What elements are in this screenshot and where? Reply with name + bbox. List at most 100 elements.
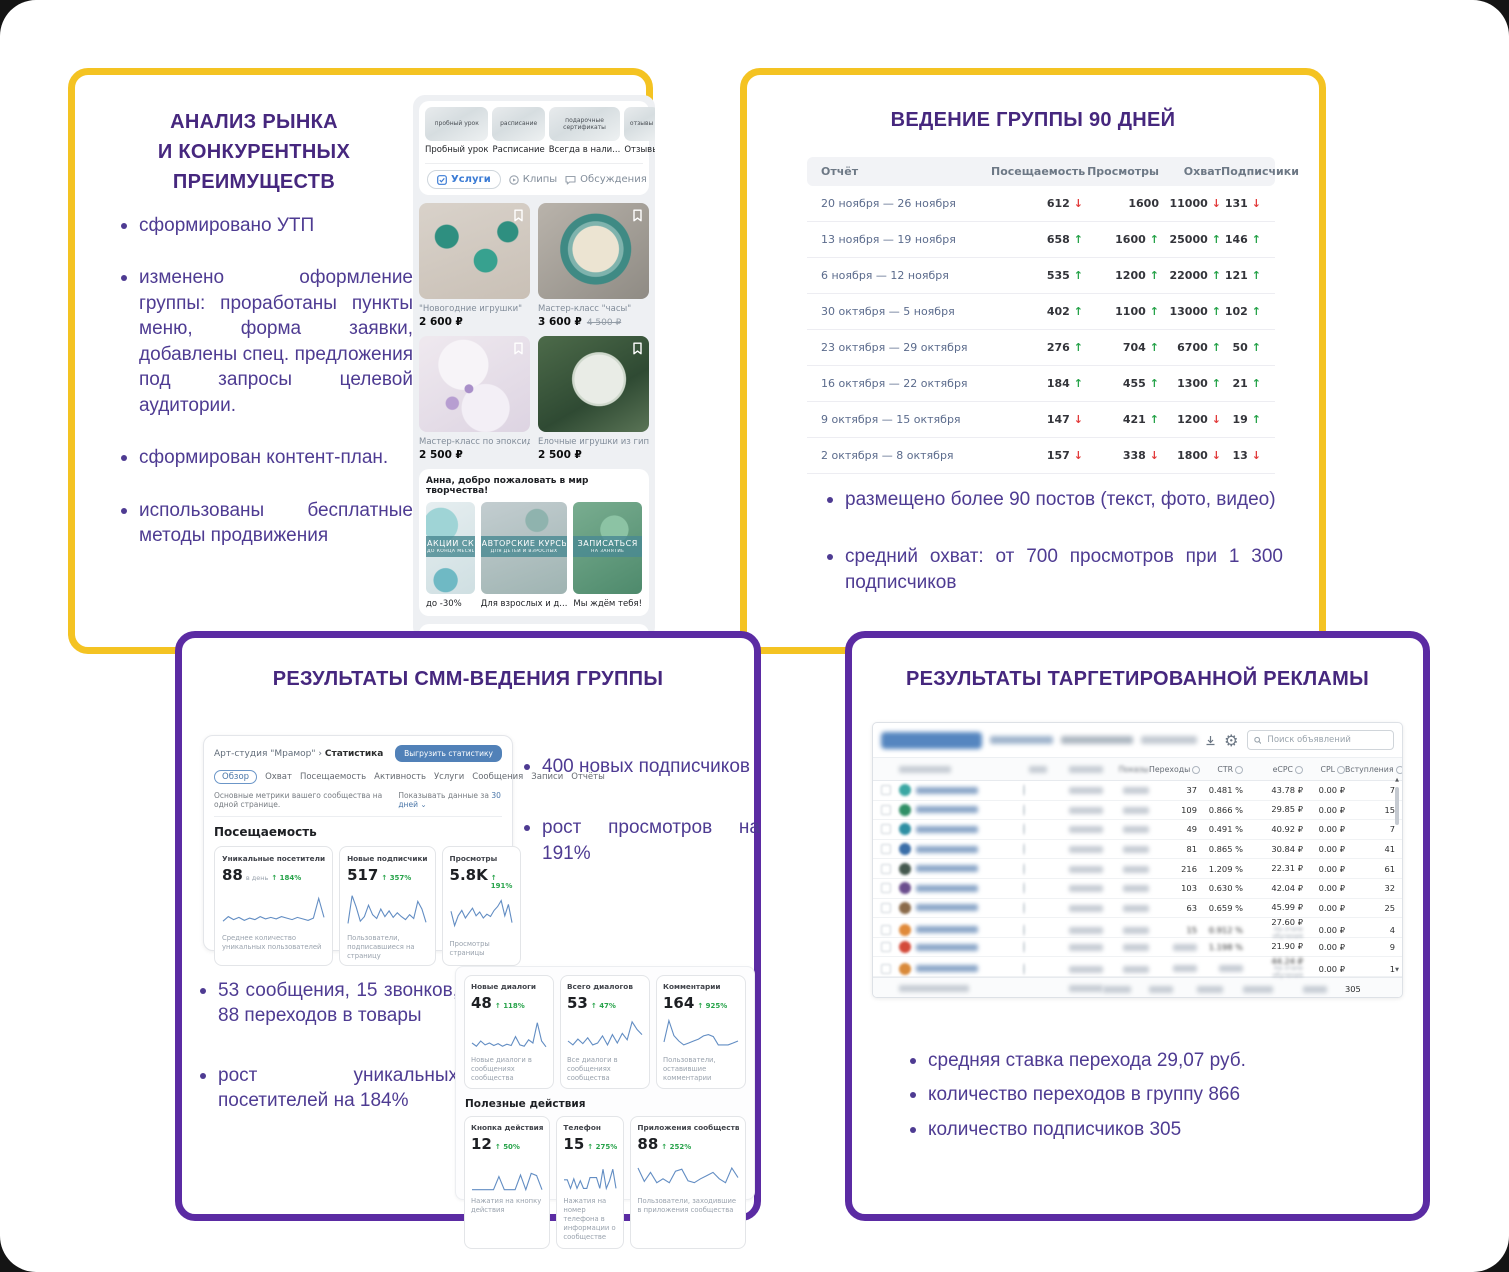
- budget-blurred: [1069, 787, 1103, 795]
- ad-name-cell[interactable]: [899, 862, 1023, 875]
- clicks-value: [1173, 943, 1197, 951]
- vk-product-card[interactable]: "Новогодние игрушки" 2 600 ₽: [419, 203, 530, 328]
- trend-arrow-icon: [1252, 449, 1261, 462]
- ads-table-row[interactable]: 15 0.912 % 27.60 ₽ На этапе обучения 0.0…: [873, 918, 1402, 940]
- ad-status-icon-blurred: [1023, 803, 1025, 816]
- ad-name-cell[interactable]: [899, 823, 1023, 836]
- ecpc-value: 21.90 ₽: [1271, 941, 1303, 952]
- ecpc-value: 29.85 ₽: [1271, 804, 1303, 815]
- ad-name-cell[interactable]: [899, 803, 1023, 816]
- statistics-tab[interactable]: Посещаемость: [299, 772, 367, 782]
- statistics-tab[interactable]: Обзор: [214, 770, 258, 784]
- export-statistics-button[interactable]: Выгрузить статистику: [395, 745, 502, 762]
- ad-name-blurred: [916, 926, 978, 934]
- statistics-tab[interactable]: Отчёты: [571, 772, 605, 782]
- statistics-tab[interactable]: Услуги: [433, 772, 465, 782]
- vk-menu-tile[interactable]: расписание Расписание: [492, 107, 545, 155]
- ads-table-row[interactable]: 49 0.491 % 40.92 ₽ 0.00 ₽ 7: [873, 820, 1402, 840]
- table-row: 16 октября — 22 октября 184 455 1300 21: [807, 366, 1275, 402]
- row-checkbox-blurred[interactable]: [881, 942, 891, 953]
- bookmark-icon[interactable]: [632, 342, 643, 355]
- report-period-link[interactable]: 13 ноября — 19 ноября: [821, 233, 956, 246]
- vk-product-image: [419, 203, 530, 299]
- row-checkbox-blurred[interactable]: [881, 824, 891, 835]
- ad-name-cell[interactable]: [899, 962, 1023, 975]
- ad-name-cell[interactable]: [899, 784, 1023, 797]
- statistics-tab[interactable]: Охват: [265, 772, 292, 782]
- bookmark-icon[interactable]: [632, 209, 643, 222]
- report-period-link[interactable]: 30 октября — 5 ноября: [821, 305, 955, 318]
- settings-gear-icon[interactable]: ⚙: [1224, 730, 1239, 750]
- ads-table-row[interactable]: 37 0.481 % 43.78 ₽ 0.00 ₽ 7: [873, 781, 1402, 801]
- ad-status-icon-blurred: [1023, 962, 1025, 975]
- ecpc-cell: 43.78 ₽: [1243, 785, 1303, 795]
- scrollbar-thumb[interactable]: [1395, 787, 1399, 825]
- ads-toolbar: ⚙: [873, 723, 1402, 757]
- row-checkbox-blurred[interactable]: [881, 924, 891, 935]
- report-period-link[interactable]: 2 октября — 8 октября: [821, 449, 954, 462]
- ads-search-input[interactable]: [1265, 734, 1387, 746]
- report-period-link[interactable]: 9 октября — 15 октября: [821, 413, 961, 426]
- ads-table-scrollbar[interactable]: ▲ ▼: [1393, 777, 1401, 973]
- row-checkbox-blurred[interactable]: [881, 883, 891, 894]
- report-period-link[interactable]: 6 ноября — 12 ноября: [821, 269, 949, 282]
- vk-banner[interactable]: ЗАПИСАТЬСЯ НА ЗАНЯТИЕ Мы ждём тебя!: [573, 502, 642, 609]
- vk-banner-caption: до -30%: [426, 599, 462, 609]
- ads-actions-dropdown-blurred[interactable]: [1141, 736, 1198, 744]
- ad-name-cell[interactable]: [899, 941, 1023, 954]
- vk-product-card[interactable]: Елочные игрушки из гипса 2 500 ₽: [538, 336, 649, 461]
- vk-menu-tile[interactable]: пробный урок Пробный урок: [425, 107, 489, 155]
- ctr-value: 1.198 %: [1208, 942, 1243, 953]
- tab-services[interactable]: Услуги: [427, 170, 501, 189]
- bookmark-icon[interactable]: [513, 209, 524, 222]
- scroll-down-arrow[interactable]: ▼: [1395, 967, 1399, 973]
- bookmark-icon[interactable]: [513, 342, 524, 355]
- report-period-link[interactable]: 23 октября — 29 октября: [821, 341, 968, 354]
- ad-name-cell[interactable]: [899, 923, 1023, 936]
- table-row: 6 ноября — 12 ноября 535 1200 22000 121: [807, 258, 1275, 294]
- report-period-link[interactable]: 16 октября — 22 октября: [821, 377, 968, 390]
- ads-search-box[interactable]: [1246, 730, 1394, 750]
- row-checkbox-blurred[interactable]: [881, 804, 891, 815]
- ad-name-cell[interactable]: [899, 843, 1023, 856]
- vk-product-card[interactable]: Мастер-класс "часы" 3 600 ₽4 500 ₽: [538, 203, 649, 328]
- ad-name-cell[interactable]: [899, 901, 1023, 914]
- period-link[interactable]: 30 дней: [398, 791, 501, 809]
- ads-table-row[interactable]: 103 0.630 % 42.04 ₽ 0.00 ₽ 32: [873, 879, 1402, 899]
- ads-table-row[interactable]: 216 1.209 % 22.31 ₽ 0.00 ₽ 61: [873, 859, 1402, 879]
- ads-table-row[interactable]: 109 0.866 % 29.85 ₽ 0.00 ₽ 15: [873, 801, 1402, 821]
- ads-table-row[interactable]: 63 0.659 % 45.99 ₽ 0.00 ₽ 25: [873, 899, 1402, 919]
- tab-discussions[interactable]: Обсуждения: [565, 174, 647, 185]
- period-selector[interactable]: Показывать данные за 30 дней ⌄: [398, 791, 501, 809]
- metric-delta: 357%: [381, 874, 412, 882]
- vk-banner[interactable]: АКЦИИ СКИДКИ ДО КОНЦА МЕСЯЦА до -30%: [426, 502, 475, 609]
- statistics-tab[interactable]: Сообщения: [472, 772, 524, 782]
- vk-banner[interactable]: АВТОРСКИЕ КУРСЫ ДЛЯ ДЕТЕЙ И ВЗРОСЛЫХ Для…: [480, 502, 568, 609]
- row-checkbox-blurred[interactable]: [881, 863, 891, 874]
- ads-table-row[interactable]: 44.24 ₽ На этапе обучения 0.00 ₽ 1: [873, 957, 1402, 979]
- row-checkbox-blurred[interactable]: [881, 785, 891, 796]
- metric-value: 517: [347, 866, 379, 884]
- statistics-tab[interactable]: Записи: [531, 772, 564, 782]
- statistics-tab[interactable]: Активность: [374, 772, 426, 782]
- vk-menu-tile[interactable]: подарочные сертификаты Всегда в нали...: [548, 107, 621, 155]
- scroll-up-arrow[interactable]: ▲: [1395, 777, 1399, 783]
- ads-tab-blurred[interactable]: [881, 731, 982, 749]
- download-icon[interactable]: [1205, 735, 1216, 746]
- info-icon: [1337, 765, 1345, 774]
- ads-table-row[interactable]: 1.198 % 21.90 ₽ 0.00 ₽ 9: [873, 938, 1402, 958]
- report-period-link[interactable]: 20 ноября — 26 ноября: [821, 197, 956, 210]
- row-checkbox-blurred[interactable]: [881, 844, 891, 855]
- row-checkbox-blurred[interactable]: [881, 902, 891, 913]
- vk-menu-tile[interactable]: отзывы Отзывы: [624, 107, 655, 155]
- ads-filter-blurred[interactable]: [989, 736, 1054, 744]
- breadcrumb-group[interactable]: Арт-студия "Мрамор": [214, 748, 316, 759]
- vk-menu-tile-image: пробный урок: [425, 107, 489, 141]
- ads-table-row[interactable]: 81 0.865 % 30.84 ₽ 0.00 ₽ 41: [873, 840, 1402, 860]
- vk-product-card[interactable]: Мастер-класс по эпоксидн... 2 500 ₽: [419, 336, 530, 461]
- tab-clips[interactable]: Клипы: [508, 174, 557, 185]
- ad-name-cell[interactable]: [899, 882, 1023, 895]
- row-checkbox-blurred[interactable]: [881, 963, 891, 974]
- ads-status-filter-blurred[interactable]: [1061, 736, 1134, 744]
